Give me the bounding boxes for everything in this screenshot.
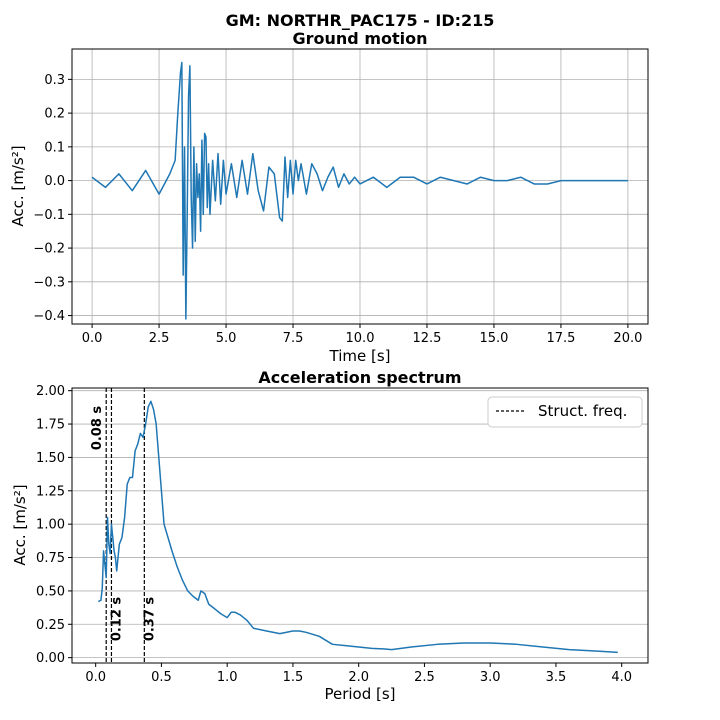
- struct-period-label: 0.12 s: [109, 597, 124, 642]
- acceleration-spectrum-frame: [71, 387, 649, 664]
- y-tick-label: 0.1: [44, 140, 65, 155]
- y-tick-label: 1.50: [36, 451, 65, 466]
- x-tick-label: 3.5: [546, 670, 567, 685]
- acceleration-spectrum-ticks: 0.0 0.5 1.0 1.5 2.0 2.5 3.0 3.5 4.0 0.00 0.25 0.50 0…: [36, 384, 632, 685]
- ground-motion-xlabel: Time [s]: [329, 347, 391, 365]
- acceleration-spectrum-series: [97, 400, 618, 654]
- ground-motion-ticks: 0.0 2.5 5.0 7.5 10.0 12.5 15.0 17.5 20.0 −0.4 −0.3…: [33, 73, 642, 346]
- ground-motion-grid: [72, 49, 648, 324]
- struct-period-lines: 0.08 s 0.12 s 0.37 s: [90, 388, 157, 663]
- y-tick-label: 1.25: [36, 484, 65, 499]
- x-tick-label: 15.0: [479, 331, 508, 346]
- x-tick-label: 4.0: [611, 670, 632, 685]
- x-tick-label: 5.0: [216, 331, 237, 346]
- y-tick-label: 2.00: [36, 384, 65, 399]
- ground-motion-title: Ground motion: [293, 29, 428, 48]
- y-tick-label: 1.00: [36, 518, 65, 533]
- x-tick-label: 0.0: [82, 331, 103, 346]
- ground-motion-series: [91, 61, 628, 320]
- y-tick-label: −0.2: [33, 242, 65, 257]
- x-tick-label: 7.5: [283, 331, 304, 346]
- y-tick-label: 0.3: [44, 73, 65, 88]
- y-tick-label: 1.75: [36, 418, 65, 433]
- x-tick-label: 12.5: [413, 331, 442, 346]
- x-tick-label: 0.5: [151, 670, 172, 685]
- acceleration-spectrum-ylabel: Acc. [m/s²]: [11, 484, 29, 565]
- acceleration-spectrum-chart: Acceleration spectrum 0.08 s 0.12 s 0.37 s…: [11, 368, 649, 703]
- y-tick-label: −0.1: [33, 208, 65, 223]
- x-tick-label: 2.0: [348, 670, 369, 685]
- y-tick-label: 0.50: [36, 584, 65, 599]
- struct-period-label: 0.37 s: [142, 597, 157, 642]
- legend-struct-freq-label: Struct. freq.: [538, 402, 627, 420]
- figure-suptitle: GM: NORTHR_PAC175 - ID:215: [226, 11, 495, 30]
- y-tick-label: 0.2: [44, 107, 65, 122]
- x-tick-label: 2.5: [414, 670, 435, 685]
- x-tick-label: 3.0: [480, 670, 501, 685]
- x-tick-label: 1.5: [283, 670, 304, 685]
- ground-motion-ylabel: Acc. [m/s²]: [9, 145, 27, 226]
- x-tick-label: 10.0: [346, 331, 375, 346]
- series-line: [97, 400, 618, 654]
- ground-motion-chart: Ground motion 0.0 2.5 5.0 7.5 10.0 12.5 15.0 17…: [9, 29, 649, 365]
- series-line: [91, 61, 628, 320]
- legend-box: [487, 396, 643, 428]
- y-tick-label: −0.4: [33, 309, 65, 324]
- spectrum-legend: Struct. freq.: [487, 396, 643, 428]
- x-tick-label: 17.5: [546, 331, 575, 346]
- x-tick-label: 20.0: [613, 331, 642, 346]
- y-tick-label: 0.00: [36, 651, 65, 666]
- acceleration-spectrum-title: Acceleration spectrum: [258, 368, 461, 387]
- acceleration-spectrum-grid: [72, 390, 648, 659]
- x-tick-label: 0.0: [85, 670, 106, 685]
- y-tick-label: −0.3: [33, 275, 65, 290]
- y-tick-label: 0.25: [36, 618, 65, 633]
- y-tick-label: 0.75: [36, 551, 65, 566]
- struct-period-label: 0.08 s: [90, 406, 105, 451]
- x-tick-label: 2.5: [149, 331, 170, 346]
- y-tick-label: 0.0: [44, 174, 65, 189]
- x-tick-label: 1.0: [217, 670, 238, 685]
- acceleration-spectrum-xlabel: Period [s]: [324, 685, 395, 703]
